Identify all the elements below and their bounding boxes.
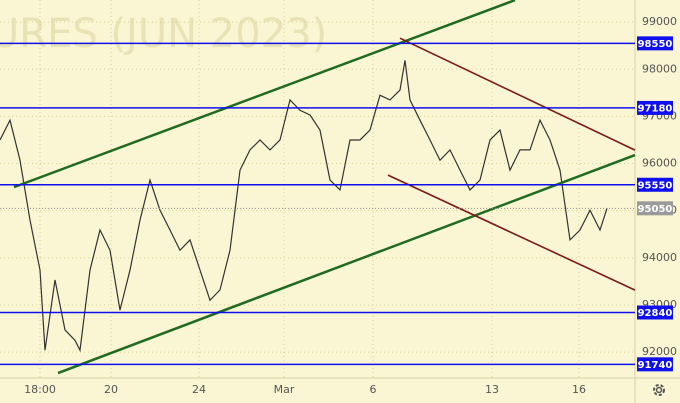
level-label-box: [637, 305, 673, 320]
x-tick-label: 6: [370, 383, 377, 396]
level-label: 98550: [638, 39, 673, 50]
price-line: [0, 60, 608, 353]
level-label: 95550: [638, 180, 673, 191]
y-tick-label: 99000: [642, 15, 677, 28]
y-tick-label: 98000: [642, 62, 677, 75]
level-label: 91740: [638, 360, 673, 371]
level-label-box: [637, 100, 673, 115]
level-label-box: [637, 177, 673, 192]
trendline: [57, 153, 636, 375]
x-tick-label: 18:00: [24, 383, 56, 396]
x-tick-label: 20: [104, 383, 118, 396]
level-label-box: [637, 36, 673, 51]
current-price-label: 95050: [638, 204, 673, 215]
y-tick-label: 92000: [642, 345, 677, 358]
x-tick-label: 24: [192, 383, 206, 396]
trendline: [387, 174, 636, 291]
y-tick-label: 94000: [642, 251, 677, 264]
level-label-box: [637, 357, 673, 372]
x-tick-label: 13: [485, 383, 499, 396]
settings-icon[interactable]: [653, 384, 665, 396]
level-label: 92840: [638, 308, 673, 319]
current-price-box: [637, 201, 673, 216]
trendline: [399, 37, 636, 151]
watermark: URES (JUN 2023): [0, 11, 327, 57]
x-tick-label: 16: [572, 383, 586, 396]
level-label: 97180: [638, 103, 673, 114]
y-tick-label: 96000: [642, 157, 677, 170]
trendline: [13, 0, 516, 189]
x-tick-label: Mar: [274, 383, 295, 396]
